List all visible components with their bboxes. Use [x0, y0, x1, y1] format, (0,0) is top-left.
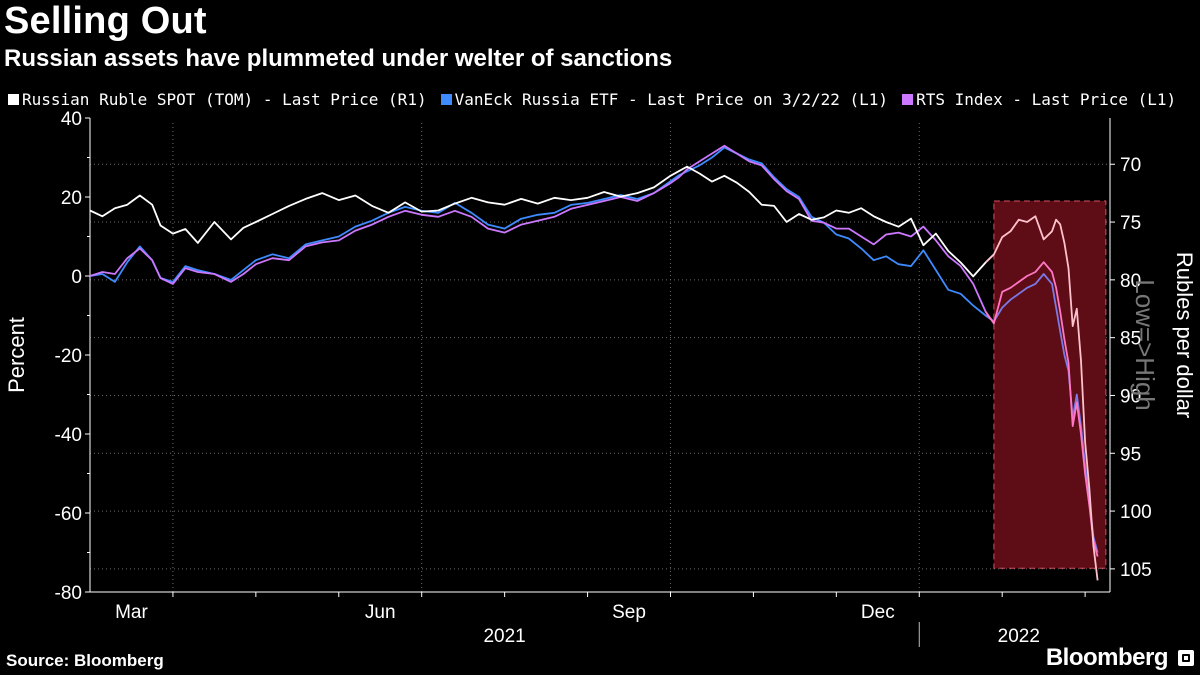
series-line-ruble-highlight	[984, 215, 1099, 581]
right-tick-label: 70	[1120, 155, 1141, 176]
left-tick-label: 20	[61, 188, 82, 209]
x-year-label-2021: 2021	[483, 626, 525, 647]
right-tick-label: 90	[1120, 386, 1141, 407]
x-month-label-sep: Sep	[612, 602, 646, 623]
series-line-etf	[89, 146, 995, 323]
legend-item-ruble: Russian Ruble SPOT (TOM) - Last Price (R…	[8, 90, 427, 109]
left-tick-label: 0	[71, 267, 82, 288]
right-axis-annotation: Low=>High	[1130, 279, 1160, 411]
x-year-label-2022: 2022	[998, 626, 1040, 647]
bloomberg-logo: Bloomberg	[1045, 644, 1169, 671]
series-line-rts	[89, 144, 995, 324]
bloomberg-badge-icon	[1178, 650, 1194, 666]
right-tick-label: 80	[1120, 271, 1141, 292]
x-month-label-dec: Dec	[861, 602, 895, 623]
right-tick-label: 95	[1120, 444, 1141, 465]
right-tick-label: 105	[1120, 560, 1152, 581]
legend-item-etf: VanEck Russia ETF - Last Price on 3/2/22…	[440, 90, 889, 109]
series-line-rts-highlight	[984, 261, 1099, 557]
legend: Russian Ruble SPOT (TOM) - Last Price (R…	[8, 90, 1176, 109]
x-month-label-mar: Mar	[115, 602, 148, 623]
right-tick-label: 75	[1120, 213, 1141, 234]
left-tick-label: -20	[55, 346, 82, 367]
left-tick-label: -60	[55, 504, 82, 525]
right-axis-title: Rubles per dollar	[1172, 252, 1197, 418]
left-axis-title: Percent	[4, 317, 29, 393]
source-note: Source: Bloomberg	[6, 651, 164, 670]
right-tick-label: 85	[1120, 329, 1141, 350]
right-tick-label: 100	[1120, 502, 1152, 523]
legend-item-rts: RTS Index - Last Price (L1)	[902, 90, 1176, 109]
left-tick-label: 40	[61, 109, 82, 130]
x-month-label-jun: Jun	[365, 602, 396, 623]
legend-label-rts: RTS Index - Last Price (L1)	[916, 90, 1177, 109]
legend-label-ruble: Russian Ruble SPOT (TOM) - Last Price (R…	[22, 90, 427, 109]
left-tick-label: -80	[55, 583, 82, 604]
highlight-region	[993, 200, 1107, 569]
legend-label-etf: VanEck Russia ETF - Last Price on 3/2/22…	[454, 90, 889, 109]
legend-swatch-etf	[440, 94, 452, 105]
chart-subtitle: Russian assets have plummeted under welt…	[4, 45, 673, 72]
legend-swatch-rts	[902, 94, 914, 105]
legend-swatch-ruble	[8, 94, 19, 105]
series-line-ruble	[89, 165, 995, 278]
chart-title: Selling Out	[4, 0, 207, 42]
left-tick-label: -40	[55, 425, 82, 446]
